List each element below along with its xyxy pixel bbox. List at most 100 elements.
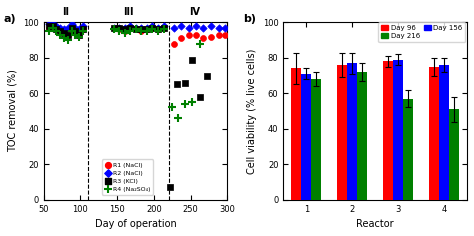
- R4 (Na₂SO₄): [149, 28, 156, 31]
- Y-axis label: TOC removal (%): TOC removal (%): [8, 70, 18, 152]
- R2 (NaCl): [208, 24, 215, 28]
- R1 (NaCl): [221, 33, 228, 37]
- R4 (Na₂SO₄): [109, 28, 117, 31]
- Bar: [357, 72, 367, 200]
- R4 (Na₂SO₄): [45, 29, 53, 33]
- R3 (KCl): [160, 26, 167, 30]
- R2 (NaCl): [121, 26, 128, 30]
- R2 (NaCl): [192, 24, 200, 28]
- R3 (KCl): [127, 26, 134, 30]
- R2 (NaCl): [170, 26, 178, 30]
- R1 (NaCl): [215, 33, 222, 37]
- R4 (Na₂SO₄): [56, 33, 64, 37]
- R2 (NaCl): [143, 26, 150, 30]
- R4 (Na₂SO₄): [132, 28, 139, 31]
- R1 (NaCl): [154, 28, 162, 31]
- Legend: Day 96, Day 216, Day 156: Day 96, Day 216, Day 156: [378, 22, 465, 42]
- R4 (Na₂SO₄): [75, 35, 83, 38]
- Bar: [449, 109, 459, 200]
- R2 (NaCl): [200, 26, 207, 30]
- R4 (Na₂SO₄): [49, 26, 56, 30]
- R4 (Na₂SO₄): [116, 29, 123, 33]
- R2 (NaCl): [160, 24, 167, 28]
- R2 (NaCl): [221, 26, 228, 30]
- R3 (KCl): [116, 26, 123, 30]
- R2 (NaCl): [72, 26, 79, 30]
- R2 (NaCl): [79, 24, 86, 28]
- R1 (NaCl): [53, 28, 60, 31]
- R3 (KCl): [53, 28, 60, 31]
- Bar: [301, 74, 311, 200]
- R2 (NaCl): [185, 26, 192, 30]
- R2 (NaCl): [56, 26, 64, 30]
- Bar: [347, 63, 357, 200]
- R1 (NaCl): [127, 26, 134, 30]
- R3 (KCl): [56, 29, 64, 33]
- R3 (KCl): [143, 28, 150, 31]
- R1 (NaCl): [208, 35, 215, 38]
- R3 (KCl): [137, 28, 145, 31]
- Text: IV: IV: [189, 7, 200, 17]
- R1 (NaCl): [68, 26, 75, 30]
- R1 (NaCl): [116, 28, 123, 31]
- X-axis label: Day of operation: Day of operation: [95, 219, 176, 229]
- R2 (NaCl): [116, 26, 123, 30]
- R1 (NaCl): [143, 28, 150, 31]
- R2 (NaCl): [53, 24, 60, 28]
- R1 (NaCl): [56, 29, 64, 33]
- R4 (Na₂SO₄): [79, 29, 86, 33]
- R3 (KCl): [196, 95, 203, 99]
- R2 (NaCl): [137, 26, 145, 30]
- R4 (Na₂SO₄): [137, 29, 145, 33]
- R2 (NaCl): [68, 22, 75, 26]
- R1 (NaCl): [192, 33, 200, 37]
- Bar: [429, 67, 439, 200]
- R2 (NaCl): [149, 24, 156, 28]
- R4 (Na₂SO₄): [143, 29, 150, 33]
- Text: a): a): [3, 13, 16, 24]
- R3 (KCl): [45, 24, 53, 28]
- R4 (Na₂SO₄): [188, 100, 196, 104]
- Bar: [393, 60, 403, 200]
- R1 (NaCl): [64, 33, 72, 37]
- R4 (Na₂SO₄): [196, 42, 203, 46]
- R1 (NaCl): [177, 36, 185, 40]
- R3 (KCl): [79, 28, 86, 31]
- R3 (KCl): [61, 31, 68, 35]
- R4 (Na₂SO₄): [68, 29, 75, 33]
- R2 (NaCl): [127, 24, 134, 28]
- R3 (KCl): [64, 33, 72, 37]
- Text: III: III: [123, 7, 134, 17]
- R3 (KCl): [75, 33, 83, 37]
- R3 (KCl): [68, 26, 75, 30]
- Bar: [311, 79, 321, 200]
- R2 (NaCl): [49, 22, 56, 26]
- R1 (NaCl): [132, 28, 139, 31]
- R2 (NaCl): [75, 28, 83, 31]
- R1 (NaCl): [160, 26, 167, 30]
- R2 (NaCl): [132, 26, 139, 30]
- R3 (KCl): [203, 74, 210, 77]
- R4 (Na₂SO₄): [174, 116, 182, 120]
- R1 (NaCl): [75, 31, 83, 35]
- Text: II: II: [62, 7, 69, 17]
- R4 (Na₂SO₄): [181, 102, 189, 106]
- R1 (NaCl): [49, 24, 56, 28]
- R1 (NaCl): [137, 29, 145, 33]
- Legend: R1 (NaCl), R2 (NaCl), R3 (KCl), R4 (Na₂SO₄): R1 (NaCl), R2 (NaCl), R3 (KCl), R4 (Na₂S…: [102, 160, 153, 195]
- R2 (NaCl): [154, 26, 162, 30]
- X-axis label: Reactor: Reactor: [356, 219, 394, 229]
- R4 (Na₂SO₄): [72, 33, 79, 37]
- R2 (NaCl): [215, 26, 222, 30]
- R1 (NaCl): [200, 36, 207, 40]
- R3 (KCl): [109, 26, 117, 30]
- R1 (NaCl): [61, 31, 68, 35]
- R2 (NaCl): [61, 28, 68, 31]
- R1 (NaCl): [72, 29, 79, 33]
- R3 (KCl): [181, 81, 189, 84]
- Bar: [291, 68, 301, 200]
- R3 (KCl): [132, 28, 139, 31]
- R1 (NaCl): [45, 26, 53, 30]
- R1 (NaCl): [109, 26, 117, 30]
- R3 (KCl): [173, 83, 181, 86]
